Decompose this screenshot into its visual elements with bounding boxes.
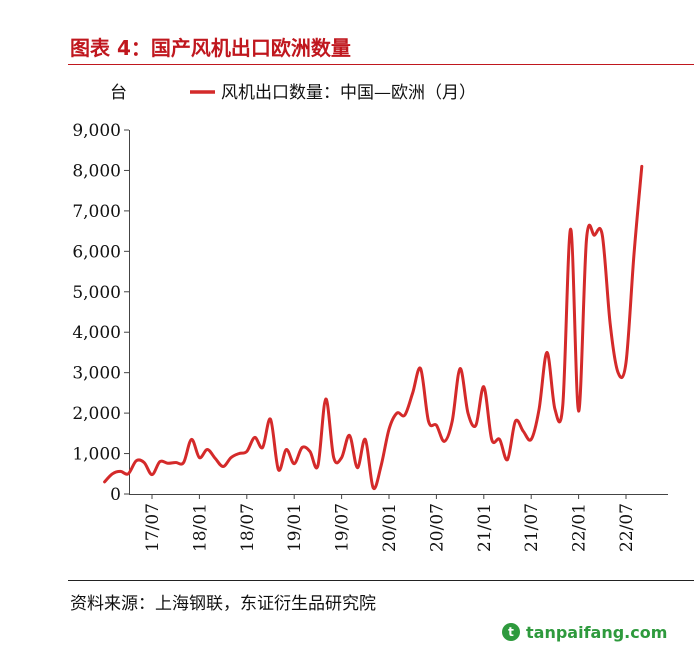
- y-tick-label: 6,000: [72, 242, 121, 262]
- x-tick-label: 17/07: [143, 503, 163, 552]
- series-line: [103, 164, 644, 491]
- line-chart: 台 风机出口数量：中国—欧洲（月） 9,000 8,000 7,000 6,000 5,…: [72, 83, 668, 552]
- watermark: t tanpaifang.com: [502, 621, 667, 643]
- x-tick-label: 21/01: [475, 503, 495, 552]
- y-tick-label: 2,000: [72, 404, 121, 424]
- leaf-icon: t: [502, 623, 520, 641]
- x-tick-label: 22/01: [570, 503, 590, 552]
- x-tick-label: 22/07: [617, 503, 637, 552]
- y-tick-label: 4,000: [72, 323, 121, 343]
- x-tick-label: 19/07: [333, 503, 353, 552]
- y-tick-label: 5,000: [72, 283, 121, 303]
- y-tick-label: 3,000: [72, 364, 121, 384]
- y-tick-label: 7,000: [72, 202, 121, 222]
- x-tick-label: 21/07: [522, 503, 542, 552]
- source-note: 资料来源：上海钢联，东证衍生品研究院: [70, 594, 376, 614]
- x-axis-ticks: 17/07 18/01 18/07 19/01 19/07 20/01 20/07 21/01…: [143, 494, 637, 552]
- y-tick-label: 0: [110, 485, 121, 505]
- y-axis-ticks: 9,000 8,000 7,000 6,000 5,000 4,000 3,000 2,000…: [72, 121, 129, 505]
- y-tick-label: 1,000: [72, 445, 121, 465]
- watermark-text: tanpaifang.com: [526, 622, 668, 642]
- x-tick-label: 18/01: [190, 503, 210, 552]
- y-tick-label: 9,000: [72, 121, 121, 141]
- x-tick-label: 19/01: [285, 503, 305, 552]
- title-divider: [68, 64, 694, 65]
- legend-label: 风机出口数量：中国—欧洲（月）: [221, 83, 476, 103]
- y-unit-label: 台: [110, 83, 127, 103]
- x-tick-label: 20/07: [427, 503, 447, 552]
- x-tick-label: 20/01: [380, 503, 400, 552]
- y-tick-label: 8,000: [72, 161, 121, 181]
- source-divider: [68, 580, 694, 581]
- chart-title: 图表 4：国产风机出口欧洲数量: [70, 36, 351, 60]
- x-tick-label: 18/07: [238, 503, 258, 552]
